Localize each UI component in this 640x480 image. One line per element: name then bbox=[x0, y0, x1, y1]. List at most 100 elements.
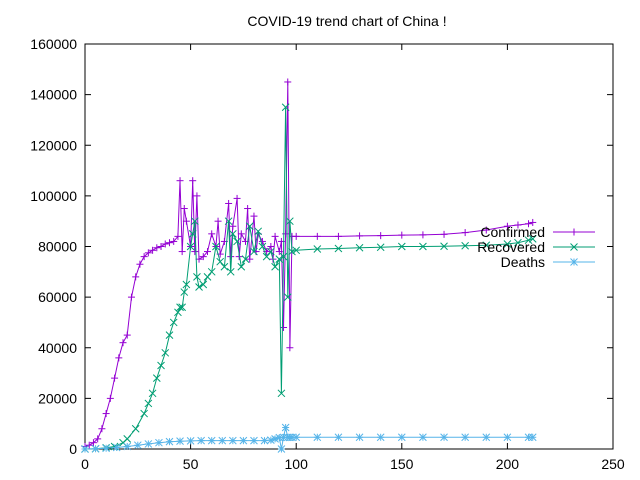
data-point-confirmed bbox=[189, 177, 197, 185]
data-point-recovered bbox=[524, 236, 533, 245]
data-point-recovered bbox=[241, 255, 250, 264]
data-point-confirmed bbox=[111, 374, 119, 382]
data-point-confirmed bbox=[292, 232, 300, 240]
data-point-deaths bbox=[419, 433, 427, 442]
data-point-confirmed bbox=[377, 232, 385, 240]
data-point-recovered bbox=[292, 246, 301, 255]
data-point-recovered bbox=[281, 103, 290, 112]
data-point-confirmed bbox=[191, 248, 199, 256]
data-point-confirmed bbox=[237, 230, 245, 238]
series-recovered bbox=[81, 103, 537, 453]
data-point-deaths bbox=[81, 445, 89, 453]
y-tick-label: 160000 bbox=[30, 36, 77, 52]
data-point-recovered bbox=[195, 283, 203, 291]
data-point-confirmed bbox=[280, 324, 288, 331]
data-point-deaths bbox=[239, 436, 248, 445]
data-point-recovered bbox=[131, 424, 140, 433]
data-point-deaths bbox=[207, 436, 216, 445]
data-point-confirmed bbox=[284, 78, 292, 86]
y-tick-label: 100000 bbox=[30, 188, 77, 204]
y-tick-label: 20000 bbox=[38, 390, 77, 406]
data-point-confirmed bbox=[258, 237, 266, 245]
data-point-recovered bbox=[245, 222, 254, 231]
data-point-confirmed bbox=[286, 344, 294, 352]
data-point-confirmed bbox=[170, 237, 178, 245]
data-point-deaths bbox=[144, 440, 153, 448]
data-point-deaths bbox=[228, 436, 237, 445]
data-point-recovered bbox=[514, 238, 522, 247]
data-point-recovered bbox=[250, 247, 258, 256]
legend-marker-confirmed bbox=[570, 228, 578, 236]
data-point-confirmed bbox=[482, 226, 490, 234]
data-point-recovered bbox=[275, 255, 284, 264]
series-line-recovered bbox=[84, 107, 533, 450]
data-point-deaths bbox=[376, 433, 385, 442]
series-confirmed bbox=[81, 78, 537, 450]
data-point-confirmed bbox=[529, 218, 537, 226]
data-point-deaths bbox=[355, 433, 364, 442]
data-point-deaths bbox=[133, 441, 142, 450]
data-point-deaths bbox=[267, 436, 275, 444]
data-point-confirmed bbox=[199, 253, 207, 261]
data-point-deaths bbox=[155, 438, 163, 447]
y-tick-label: 60000 bbox=[38, 289, 77, 305]
legend-label-confirmed: Confirmed bbox=[480, 224, 545, 240]
data-point-recovered bbox=[199, 280, 208, 289]
data-point-deaths bbox=[102, 444, 110, 453]
data-point-deaths bbox=[197, 436, 206, 445]
data-point-recovered bbox=[283, 293, 292, 301]
data-point-recovered bbox=[148, 389, 157, 398]
data-point-recovered bbox=[161, 348, 170, 357]
data-point-recovered bbox=[152, 374, 161, 382]
series-layer bbox=[81, 78, 537, 453]
data-point-recovered bbox=[186, 242, 195, 251]
data-point-confirmed bbox=[193, 192, 201, 200]
data-point-confirmed bbox=[419, 231, 427, 239]
data-point-confirmed bbox=[461, 229, 469, 237]
data-point-confirmed bbox=[246, 255, 254, 263]
x-tick-label: 100 bbox=[285, 456, 309, 472]
data-point-confirmed bbox=[153, 244, 161, 252]
series-deaths bbox=[81, 423, 537, 453]
data-point-confirmed bbox=[271, 232, 279, 240]
series-line-confirmed bbox=[84, 81, 533, 447]
data-point-recovered bbox=[165, 331, 174, 339]
data-point-confirmed bbox=[275, 248, 283, 256]
data-point-recovered bbox=[174, 308, 182, 317]
data-point-recovered bbox=[176, 303, 184, 312]
data-point-deaths bbox=[313, 433, 322, 442]
data-point-recovered bbox=[279, 252, 288, 261]
data-point-confirmed bbox=[398, 231, 406, 239]
data-point-confirmed bbox=[102, 410, 110, 418]
data-point-recovered bbox=[224, 217, 233, 226]
data-point-deaths bbox=[292, 433, 301, 442]
data-point-recovered bbox=[440, 242, 448, 251]
data-point-recovered bbox=[207, 267, 216, 276]
data-point-recovered bbox=[288, 247, 296, 256]
data-point-recovered bbox=[157, 361, 165, 370]
data-point-recovered bbox=[286, 217, 294, 226]
legend-label-deaths: Deaths bbox=[501, 254, 545, 270]
data-point-deaths bbox=[123, 442, 132, 451]
chart-title: COVID-19 trend chart of China ! bbox=[247, 13, 446, 29]
data-point-recovered bbox=[203, 273, 212, 281]
data-point-deaths bbox=[482, 433, 491, 442]
y-tick-label: 120000 bbox=[30, 137, 77, 153]
data-point-recovered bbox=[188, 229, 197, 238]
data-point-recovered bbox=[182, 280, 191, 289]
data-point-deaths bbox=[334, 433, 343, 442]
y-tick-label: 0 bbox=[69, 441, 77, 457]
data-point-confirmed bbox=[140, 253, 148, 261]
data-point-confirmed bbox=[176, 177, 184, 185]
data-point-confirmed bbox=[123, 331, 131, 339]
data-point-recovered bbox=[190, 217, 199, 226]
data-point-confirmed bbox=[165, 239, 173, 247]
data-point-confirmed bbox=[157, 243, 165, 250]
data-point-recovered bbox=[313, 245, 322, 253]
data-point-recovered bbox=[144, 399, 153, 408]
data-point-recovered bbox=[169, 318, 178, 327]
data-point-confirmed bbox=[225, 199, 233, 207]
data-point-recovered bbox=[482, 241, 491, 250]
